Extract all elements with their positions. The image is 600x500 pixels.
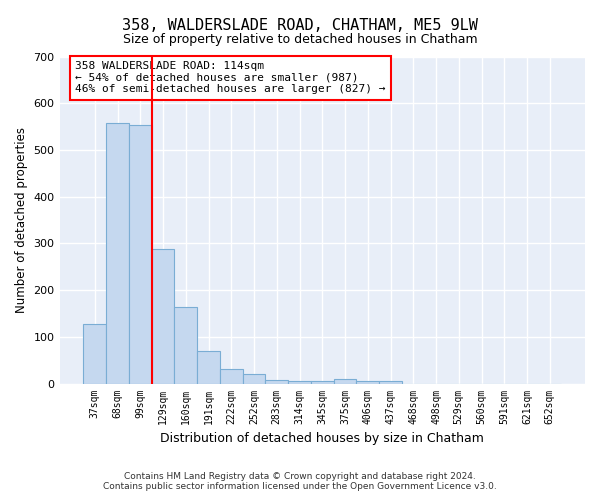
- Bar: [311, 381, 334, 384]
- Bar: [83, 324, 106, 384]
- Bar: [152, 250, 175, 384]
- Bar: [265, 380, 288, 384]
- Bar: [242, 374, 265, 384]
- Bar: [106, 124, 129, 384]
- X-axis label: Distribution of detached houses by size in Chatham: Distribution of detached houses by size …: [160, 432, 484, 445]
- Text: 358 WALDERSLADE ROAD: 114sqm
← 54% of detached houses are smaller (987)
46% of s: 358 WALDERSLADE ROAD: 114sqm ← 54% of de…: [76, 61, 386, 94]
- Bar: [220, 368, 242, 384]
- Text: Contains HM Land Registry data © Crown copyright and database right 2024.
Contai: Contains HM Land Registry data © Crown c…: [103, 472, 497, 491]
- Bar: [356, 381, 379, 384]
- Bar: [334, 379, 356, 384]
- Bar: [288, 381, 311, 384]
- Bar: [379, 381, 402, 384]
- Bar: [175, 308, 197, 384]
- Text: Size of property relative to detached houses in Chatham: Size of property relative to detached ho…: [122, 32, 478, 46]
- Y-axis label: Number of detached properties: Number of detached properties: [15, 127, 28, 313]
- Bar: [197, 351, 220, 384]
- Text: 358, WALDERSLADE ROAD, CHATHAM, ME5 9LW: 358, WALDERSLADE ROAD, CHATHAM, ME5 9LW: [122, 18, 478, 32]
- Bar: [129, 125, 152, 384]
